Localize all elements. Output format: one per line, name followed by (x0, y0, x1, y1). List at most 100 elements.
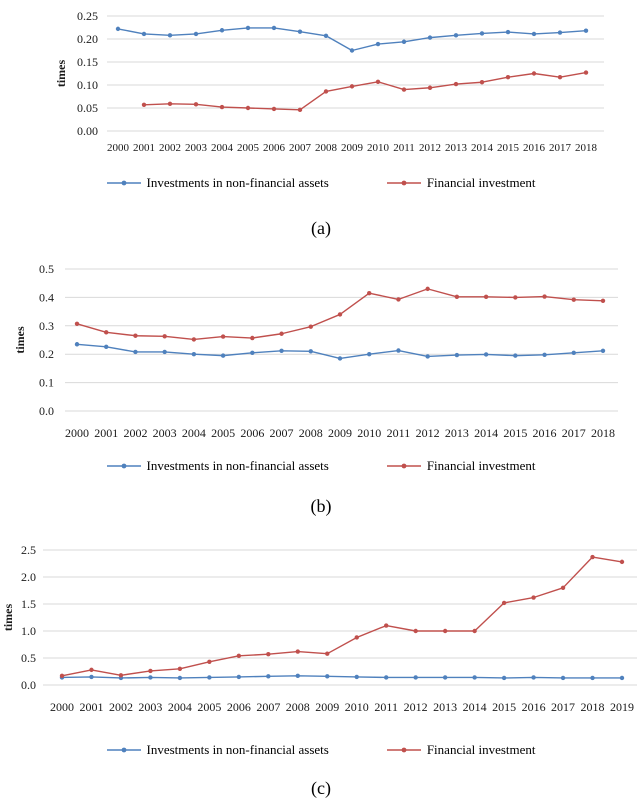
data-point-marker (483, 294, 489, 300)
x-axis-tick-label: 2009 (341, 142, 364, 154)
data-point-marker (193, 102, 199, 107)
x-axis-tick-label: 2014 (474, 426, 498, 440)
chart-c-caption: (c) (311, 778, 331, 798)
data-point-marker (337, 312, 343, 317)
legend-label: Investments in non-financial assets (146, 175, 329, 190)
x-axis-tick-label: 2000 (50, 700, 74, 714)
y-axis-tick-label: 2.0 (21, 570, 36, 584)
data-point-marker (513, 353, 518, 358)
legend-line-marker-icon (386, 180, 421, 186)
x-axis-tick-label: 2019 (610, 700, 634, 714)
data-point-marker (219, 28, 225, 33)
y-axis-tick-label: 0.1 (39, 376, 54, 390)
legend-item-financial: Financial investment (386, 458, 536, 474)
data-point-marker (236, 653, 242, 659)
data-point-marker (531, 675, 536, 680)
legend-item-financial: Financial investment (386, 742, 536, 758)
data-point-marker (600, 348, 606, 353)
chart-a-legend: Investments in non-financial assets Finan… (0, 175, 642, 191)
figure-panel-a: 0.00 0.05 0.10 0.15 0.20 0.25 times 2000 2001 200… (0, 0, 642, 241)
data-point-marker (104, 344, 109, 350)
data-point-marker (104, 330, 109, 335)
data-point-marker (177, 666, 183, 671)
data-point-marker (74, 321, 80, 327)
data-point-marker (501, 675, 507, 681)
x-axis-tick-label: 2001 (94, 426, 118, 440)
x-axis-tick-label: 2000 (107, 142, 130, 154)
y-axis-title: times (13, 326, 27, 354)
data-point-marker (479, 80, 485, 85)
legend-item-investments: Investments in non-financial assets (106, 742, 329, 758)
x-axis-tick-label: 2009 (315, 700, 339, 714)
x-axis-tick-label: 2005 (237, 142, 260, 154)
data-point-marker (74, 342, 80, 347)
data-point-marker (367, 290, 372, 296)
data-point-marker (167, 101, 173, 107)
x-axis-tick-label: 2005 (211, 426, 235, 440)
legend-label: Financial investment (426, 458, 536, 473)
y-axis-tick-label: 0.4 (39, 290, 54, 304)
legend-line-marker-icon (106, 180, 141, 186)
data-point-marker (425, 354, 430, 359)
x-axis-tick-label: 2003 (138, 700, 162, 714)
legend-label: Financial investment (426, 175, 536, 190)
data-point-marker (590, 675, 595, 681)
x-axis-tick-label: 2004 (211, 142, 234, 154)
chart-c-plot: 0.0 0.5 1.0 1.5 2.0 2.5 times 2000 2001 2002 2003 2… (1, 543, 637, 714)
data-point-marker (191, 337, 197, 342)
data-point-marker (162, 349, 167, 355)
data-point-marker (220, 334, 226, 339)
data-point-marker (89, 667, 94, 673)
data-point-marker (279, 348, 284, 353)
data-point-marker (472, 675, 477, 680)
x-axis-tick-label: 2018 (581, 700, 605, 714)
data-point-marker (162, 334, 167, 339)
data-point-marker (266, 674, 271, 679)
data-point-marker (384, 623, 389, 628)
data-point-marker (542, 352, 547, 357)
legend-item-investments: Investments in non-financial assets (106, 175, 329, 191)
x-axis-tick-label: 2014 (471, 142, 494, 154)
x-axis-tick-label: 2003 (153, 426, 177, 440)
x-axis-tick-label: 2000 (65, 426, 89, 440)
data-point-marker (220, 353, 226, 358)
legend-label: Investments in non-financial assets (146, 458, 329, 473)
x-axis-tick-label: 2002 (123, 426, 147, 440)
y-axis-tick-label: 0.15 (77, 55, 98, 69)
y-axis-title: times (54, 60, 68, 88)
legend-item-investments: Investments in non-financial assets (106, 458, 329, 474)
x-axis-tick-label: 2011 (374, 700, 398, 714)
data-point-marker (505, 74, 511, 80)
x-axis-tick-label: 2016 (522, 700, 546, 714)
data-point-marker (542, 294, 547, 299)
data-point-marker (454, 352, 460, 358)
x-axis-tick-label: 2018 (575, 142, 598, 154)
x-axis-tick-label: 2013 (433, 700, 457, 714)
y-axis-tick-label: 0.10 (77, 78, 98, 92)
data-point-marker (141, 31, 147, 37)
data-point-marker (295, 673, 300, 679)
data-point-marker (427, 35, 433, 40)
legend-label: Financial investment (426, 742, 536, 757)
data-point-marker (375, 79, 381, 84)
data-point-marker (583, 70, 589, 75)
data-point-marker (513, 295, 518, 300)
x-axis-tick-label: 2017 (551, 700, 575, 714)
chart-a-caption: (a) (311, 218, 331, 238)
data-point-marker (425, 286, 430, 292)
data-point-marker (245, 105, 251, 111)
data-point-marker (557, 30, 563, 35)
x-axis-tick-label: 2014 (463, 700, 487, 714)
legend-line-marker-icon (386, 463, 421, 469)
x-axis-tick-label: 2013 (445, 142, 468, 154)
y-axis-tick-label: 0.0 (21, 678, 36, 692)
legend-label: Investments in non-financial assets (146, 742, 329, 757)
y-axis-tick-label: 0.00 (77, 124, 98, 138)
data-point-marker (118, 673, 124, 678)
data-point-marker (571, 350, 576, 355)
data-point-marker (483, 352, 489, 357)
data-point-marker (479, 31, 485, 36)
chart-b-legend: Investments in non-financial assets Finan… (0, 458, 642, 474)
chart-b-plot: 0.0 0.1 0.2 0.3 0.4 0.5 times 2000 2001 2002 2003 2… (13, 262, 618, 440)
y-axis-tick-label: 0.0 (39, 404, 54, 418)
